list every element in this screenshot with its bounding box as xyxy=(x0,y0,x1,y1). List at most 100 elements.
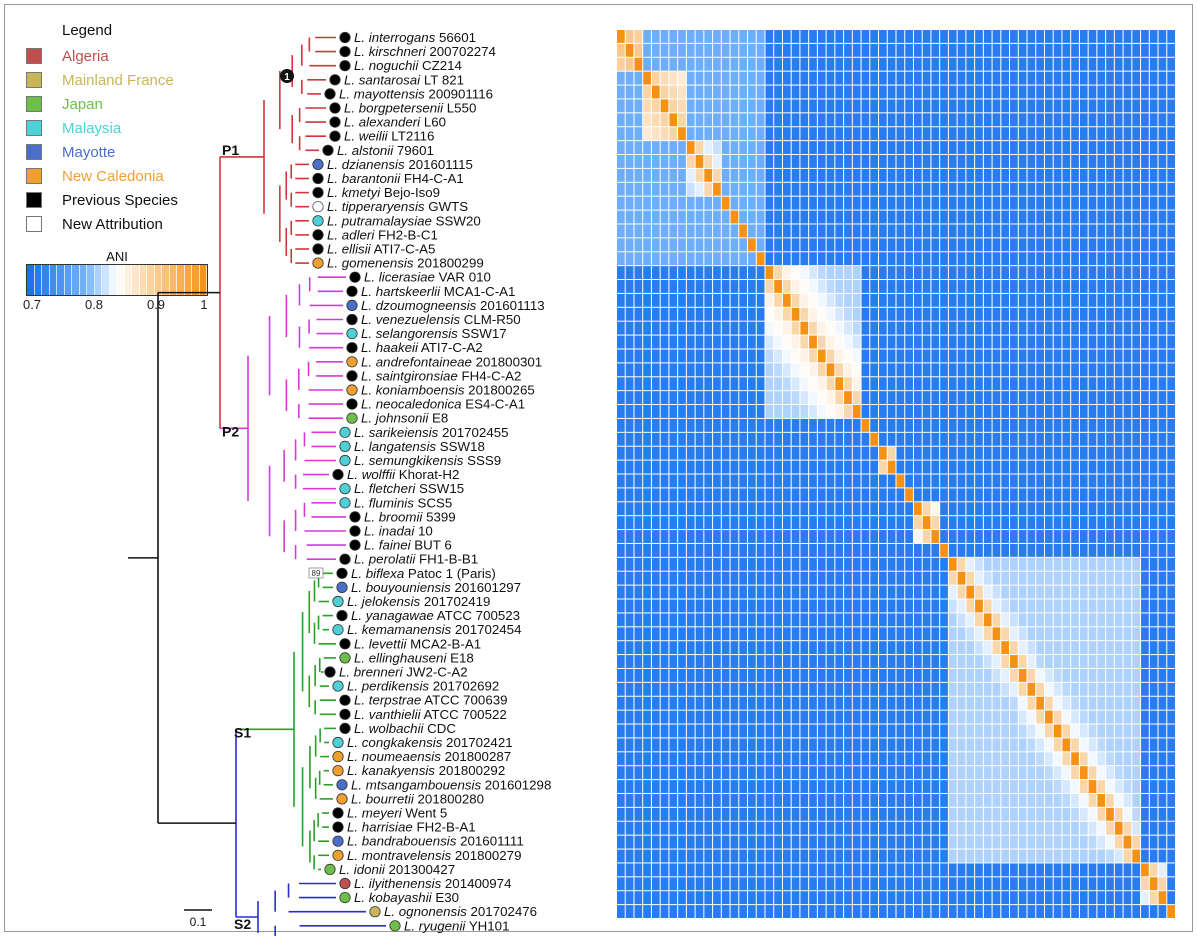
heatmap-cell xyxy=(1044,460,1053,474)
species-label: L. barantonii FH4-C-A1 xyxy=(327,171,464,186)
heatmap-cell xyxy=(1018,210,1027,224)
heatmap-cell xyxy=(791,877,800,891)
heatmap-cell xyxy=(913,280,922,293)
heatmap-cell xyxy=(1132,43,1141,57)
heatmap-cell xyxy=(1027,155,1036,168)
heatmap-cell xyxy=(730,724,739,738)
heatmap-cell xyxy=(774,655,782,668)
heatmap-cell xyxy=(1079,780,1088,793)
heatmap-cell xyxy=(669,641,678,655)
species-dot xyxy=(346,327,358,340)
heatmap-cell xyxy=(896,599,905,613)
heatmap-cell xyxy=(625,835,634,849)
heatmap-cell xyxy=(1106,418,1114,432)
heatmap-cell xyxy=(1123,488,1132,502)
heatmap-cell xyxy=(1010,182,1018,196)
heatmap-cell xyxy=(782,766,791,780)
heatmap-cell xyxy=(957,905,966,918)
heatmap-cell xyxy=(774,877,782,891)
heatmap-cell xyxy=(695,752,704,766)
heatmap-cell xyxy=(931,224,940,238)
heatmap-cell xyxy=(800,113,809,127)
heatmap-cell xyxy=(992,252,1001,266)
heatmap-cell xyxy=(634,849,643,863)
heatmap-cell xyxy=(922,168,931,182)
heatmap-cell xyxy=(870,432,879,446)
heatmap-cell xyxy=(1097,224,1106,238)
heatmap-cell xyxy=(1088,516,1097,530)
heatmap-cell xyxy=(975,821,983,835)
heatmap-cell xyxy=(713,196,721,210)
heatmap-cell xyxy=(1088,793,1097,807)
heatmap-cell xyxy=(669,432,678,446)
heatmap-cell xyxy=(669,210,678,224)
heatmap-cell xyxy=(1010,349,1018,363)
heatmap-cell xyxy=(948,446,957,460)
heatmap-cell xyxy=(1088,571,1097,585)
heatmap-cell xyxy=(1018,502,1027,516)
heatmap-cell xyxy=(817,668,826,682)
heatmap-cell xyxy=(791,238,800,252)
heatmap-cell xyxy=(1071,682,1079,696)
heatmap-cell xyxy=(1027,196,1036,210)
ani-tick-labels: 0.7 0.8 0.9 1 xyxy=(23,296,208,312)
heatmap-cell xyxy=(1027,405,1036,418)
heatmap-cell xyxy=(704,710,713,724)
heatmap-cell xyxy=(617,599,625,613)
heatmap-cell xyxy=(730,543,739,557)
heatmap-cell xyxy=(1097,99,1106,113)
heatmap-cell xyxy=(748,599,756,613)
heatmap-cell xyxy=(913,807,922,821)
ani-scale-step xyxy=(49,265,57,295)
heatmap-cell xyxy=(1088,696,1097,710)
heatmap-cell xyxy=(844,821,852,835)
heatmap-cell xyxy=(1027,127,1036,141)
heatmap-cell xyxy=(756,432,765,446)
heatmap-cell xyxy=(704,627,713,641)
heatmap-cell xyxy=(879,71,887,85)
heatmap-cell xyxy=(1044,821,1053,835)
heatmap-cell xyxy=(948,127,957,141)
heatmap-cell xyxy=(1027,238,1036,252)
heatmap-cell xyxy=(730,655,739,668)
heatmap-cell xyxy=(905,196,913,210)
heatmap-cell xyxy=(643,266,651,280)
heatmap-cell xyxy=(713,502,721,516)
heatmap-cell xyxy=(678,168,686,182)
heatmap-cell xyxy=(835,224,844,238)
heatmap-cell xyxy=(817,655,826,668)
heatmap-cell xyxy=(826,321,835,335)
heatmap-cell xyxy=(1062,432,1071,446)
heatmap-cell xyxy=(887,571,896,585)
heatmap-cell xyxy=(1097,460,1106,474)
heatmap-cell xyxy=(617,252,625,266)
heatmap-cell xyxy=(905,682,913,696)
heatmap-cell xyxy=(913,71,922,85)
heatmap-cell xyxy=(678,738,686,752)
heatmap-cell xyxy=(1114,155,1123,168)
heatmap-cell xyxy=(1062,502,1071,516)
heatmap-cell xyxy=(782,418,791,432)
heatmap-cell xyxy=(1053,530,1062,543)
heatmap-cell xyxy=(870,571,879,585)
heatmap-cell xyxy=(1071,891,1079,905)
heatmap-cell xyxy=(1071,668,1079,682)
heatmap-cell xyxy=(809,738,817,752)
heatmap-cell xyxy=(1088,432,1097,446)
heatmap-cell xyxy=(660,446,669,460)
heatmap-cell xyxy=(905,710,913,724)
heatmap-cell xyxy=(1088,905,1097,918)
heatmap-cell xyxy=(1167,196,1175,210)
heatmap-cell xyxy=(1036,752,1044,766)
heatmap-cell xyxy=(1088,585,1097,599)
heatmap-cell xyxy=(791,863,800,877)
heatmap-cell xyxy=(1114,891,1123,905)
heatmap-cell xyxy=(782,599,791,613)
heatmap-cell xyxy=(1158,613,1167,627)
heatmap-cell xyxy=(1106,613,1114,627)
heatmap-cell xyxy=(835,432,844,446)
heatmap-cell xyxy=(756,821,765,835)
heatmap-cell xyxy=(669,613,678,627)
heatmap-cell xyxy=(870,766,879,780)
